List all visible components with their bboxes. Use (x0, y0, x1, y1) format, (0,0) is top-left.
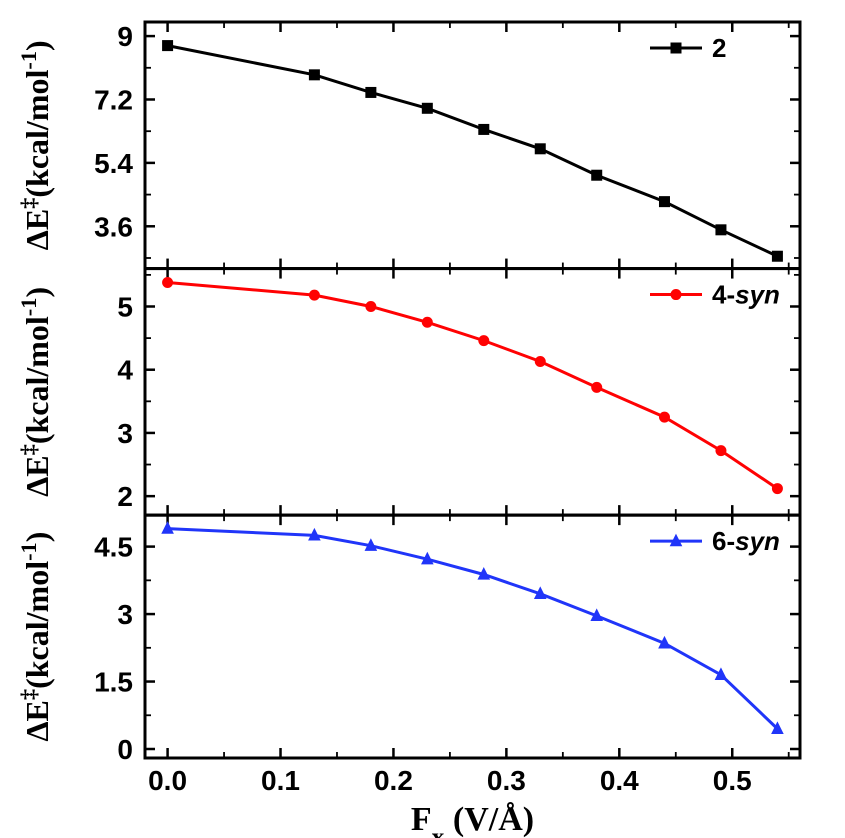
series-line (168, 282, 778, 488)
legend: 4-syn (650, 280, 780, 310)
ytick-label: 2 (117, 481, 133, 512)
panel-4syn: 2 3 4 5 4-syn ΔE‡(kcal/mol-1) (16, 269, 801, 516)
ytick-label: 3 (117, 418, 133, 449)
xtick-label: 0.2 (374, 765, 413, 796)
xtick-label: 0.5 (713, 765, 752, 796)
xtick-label: 0.3 (487, 765, 526, 796)
legend: 6-syn (650, 526, 780, 556)
ytick-label: 9 (117, 21, 133, 52)
ytick-label: 4.5 (94, 532, 133, 563)
x-axis-label: Fx (V/Å) (411, 801, 534, 838)
ytick-label: 5.4 (94, 148, 133, 179)
panel-2: 3.6 5.4 7.2 9 2 ΔE‡(kcal/mol-1) (16, 21, 801, 268)
ytick-label: 7.2 (94, 84, 133, 115)
ytick-label: 3.6 (94, 211, 133, 242)
ytick-label: 0 (117, 734, 133, 765)
chart-container: 3.6 5.4 7.2 9 2 ΔE‡(kcal/mol-1) 2 3 4 5 4-syn ΔE‡(k… (0, 0, 845, 838)
ytick-label: 5 (117, 291, 133, 322)
legend-label: 6-syn (712, 526, 780, 556)
xtick-label: 0.0 (148, 765, 187, 796)
ytick-label: 3 (117, 599, 133, 630)
legend-label: 4-syn (712, 280, 780, 310)
panel-6syn: 0 1.5 3 4.5 6-syn ΔE‡(kcal/mol-1) (16, 515, 801, 765)
ytick-label: 4 (117, 355, 133, 386)
y-axis-label: ΔE‡(kcal/mol-1) (16, 532, 56, 742)
y-axis-label: ΔE‡(kcal/mol-1) (16, 287, 56, 497)
legend-label: 2 (712, 33, 726, 63)
y-axis-label: ΔE‡(kcal/mol-1) (16, 40, 56, 250)
xtick-label: 0.1 (261, 765, 300, 796)
xtick-label: 0.4 (600, 765, 639, 796)
chart-svg: 3.6 5.4 7.2 9 2 ΔE‡(kcal/mol-1) 2 3 4 5 4-syn ΔE‡(k… (0, 0, 845, 838)
series-line (168, 46, 778, 257)
legend: 2 (650, 33, 726, 63)
series-line (168, 529, 778, 729)
ytick-label: 1.5 (94, 667, 133, 698)
